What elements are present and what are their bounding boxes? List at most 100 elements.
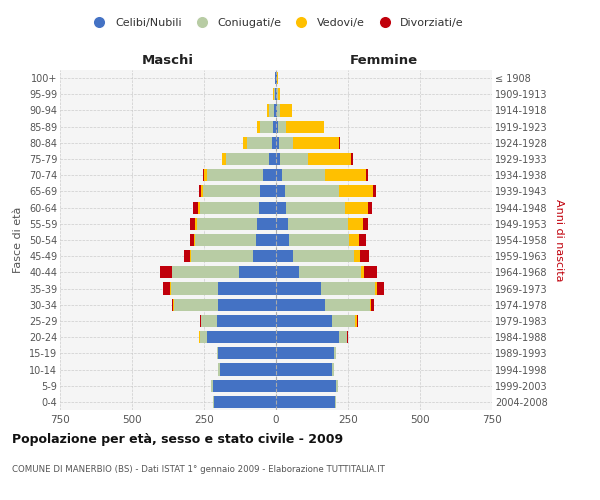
Bar (276, 153, 280, 165)
Bar (193, 202, 198, 213)
Bar (276, 282, 320, 294)
Bar (276, 218, 287, 230)
Bar (345, 202, 368, 213)
Bar (359, 234, 366, 246)
Bar (320, 282, 376, 294)
Bar (276, 331, 340, 343)
Bar (196, 218, 197, 230)
Bar (269, 153, 276, 165)
Bar (272, 137, 276, 149)
Bar (287, 218, 348, 230)
Bar (197, 218, 257, 230)
Bar (280, 153, 308, 165)
Bar (277, 104, 280, 117)
Bar (276, 202, 286, 213)
Y-axis label: Fasce di età: Fasce di età (13, 207, 23, 273)
Bar (349, 234, 359, 246)
Bar (276, 169, 282, 181)
Bar (274, 104, 276, 117)
Bar (276, 380, 337, 392)
Bar (276, 315, 332, 327)
Bar (275, 88, 276, 101)
Bar (376, 282, 377, 294)
Bar (354, 250, 360, 262)
Bar (371, 298, 374, 311)
Bar (203, 186, 260, 198)
Bar (299, 266, 361, 278)
Bar (276, 104, 277, 117)
Bar (276, 250, 293, 262)
Bar (174, 298, 218, 311)
Bar (267, 104, 269, 117)
Bar (214, 396, 276, 408)
Text: Maschi: Maschi (142, 54, 194, 67)
Bar (276, 186, 284, 198)
Bar (172, 298, 173, 311)
Bar (286, 120, 324, 132)
Bar (335, 396, 337, 408)
Bar (279, 137, 293, 149)
Bar (204, 169, 207, 181)
Text: COMUNE DI MANERBIO (BS) - Dati ISTAT 1° gennaio 2009 - Elaborazione TUTTITALIA.I: COMUNE DI MANERBIO (BS) - Dati ISTAT 1° … (12, 466, 385, 474)
Bar (339, 137, 340, 149)
Bar (200, 331, 207, 343)
Bar (218, 282, 276, 294)
Legend: Celibi/Nubili, Coniugati/e, Vedovi/e, Divorziati/e: Celibi/Nubili, Coniugati/e, Vedovi/e, Di… (88, 18, 464, 28)
Bar (198, 202, 200, 213)
Bar (274, 88, 275, 101)
Bar (332, 364, 334, 376)
Bar (269, 104, 274, 117)
Bar (377, 282, 384, 294)
Bar (184, 250, 190, 262)
Bar (171, 282, 218, 294)
Bar (325, 169, 366, 181)
Bar (276, 137, 279, 149)
Bar (276, 88, 277, 101)
Text: Popolazione per età, sesso e stato civile - 2009: Popolazione per età, sesso e stato civil… (12, 432, 343, 446)
Bar (260, 186, 276, 198)
Bar (370, 298, 371, 311)
Bar (259, 202, 276, 213)
Bar (340, 331, 347, 343)
Bar (201, 315, 217, 327)
Bar (276, 298, 325, 311)
Bar (226, 153, 269, 165)
Bar (273, 120, 276, 132)
Bar (289, 234, 349, 246)
Bar (243, 137, 247, 149)
Bar (196, 234, 256, 246)
Bar (340, 186, 373, 198)
Bar (217, 348, 218, 360)
Bar (278, 120, 286, 132)
Bar (257, 218, 276, 230)
Bar (201, 186, 203, 198)
Bar (160, 266, 172, 278)
Bar (163, 282, 170, 294)
Y-axis label: Anni di nascita: Anni di nascita (554, 198, 564, 281)
Bar (260, 120, 273, 132)
Bar (239, 266, 276, 278)
Bar (293, 137, 339, 149)
Bar (220, 364, 276, 376)
Bar (191, 250, 253, 262)
Bar (337, 380, 338, 392)
Bar (207, 169, 263, 181)
Bar (190, 218, 196, 230)
Bar (247, 137, 272, 149)
Bar (276, 266, 299, 278)
Bar (325, 298, 370, 311)
Bar (263, 169, 276, 181)
Bar (352, 153, 353, 165)
Bar (278, 88, 280, 101)
Bar (360, 250, 369, 262)
Bar (218, 298, 276, 311)
Bar (282, 169, 325, 181)
Bar (217, 315, 276, 327)
Bar (284, 186, 340, 198)
Bar (199, 186, 201, 198)
Bar (276, 234, 289, 246)
Bar (172, 266, 239, 278)
Bar (212, 396, 214, 408)
Bar (218, 348, 276, 360)
Bar (368, 202, 372, 213)
